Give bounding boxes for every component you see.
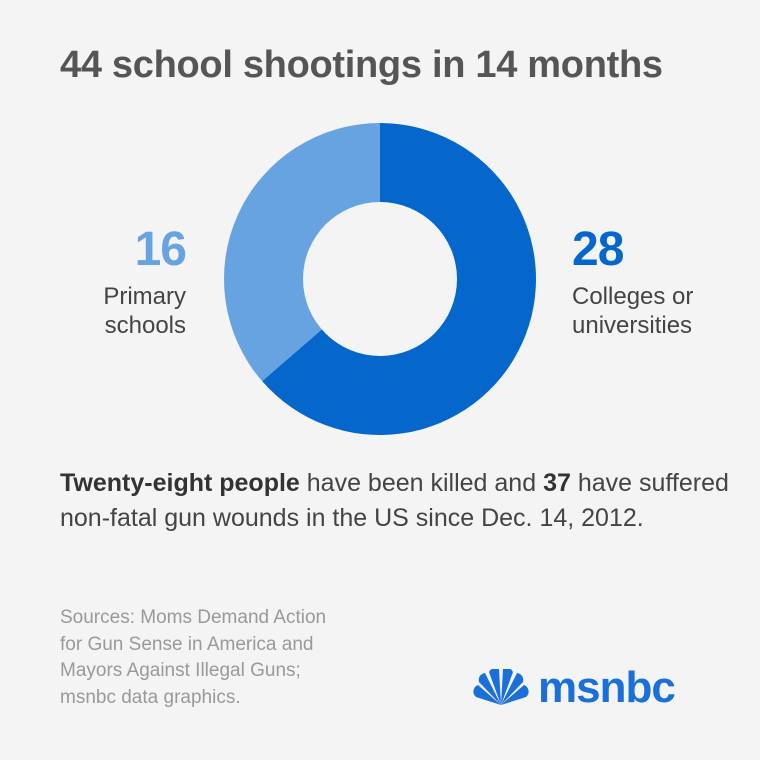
left-data-label: 16 Primary schools [103, 223, 187, 340]
msnbc-logo: msnbc [472, 663, 676, 712]
colleges-value: 28 [572, 223, 624, 276]
sources-line-3: Mayors Against Illegal Guns; [60, 660, 301, 681]
sources-note: Sources: Moms Demand Action for Gun Sens… [60, 605, 420, 711]
donut-slice-primary-schools [223, 123, 380, 382]
colleges-label-line2: universities [572, 312, 693, 339]
msnbc-wordmark: msnbc [538, 663, 676, 712]
statement-text-2: have suffered non-fatal gun wounds in th… [60, 469, 729, 532]
primary-schools-label-line2: schools [104, 312, 186, 339]
colleges-label-line1: Colleges or [572, 283, 694, 310]
sources-line-4: msnbc data graphics. [60, 686, 241, 708]
killed-count-text: Twenty-eight people [60, 469, 300, 497]
statement-text-1: have been killed and [299, 469, 544, 497]
primary-schools-value: 16 [134, 223, 187, 276]
primary-schools-label-line1: Primary [103, 283, 186, 310]
sources-line-1: Sources: Moms Demand Action [60, 607, 327, 628]
sources-line-2: for Gun Sense in America and [60, 633, 314, 655]
donut-hole [303, 202, 457, 356]
right-data-label: 28 Colleges or universities [572, 226, 693, 340]
summary-statement: Twenty-eight people have been killed and… [60, 466, 730, 536]
chart-title: 44 school shootings in 14 months [60, 44, 663, 86]
wounded-count-text: 37 [543, 469, 571, 497]
peacock-icon [473, 669, 529, 705]
